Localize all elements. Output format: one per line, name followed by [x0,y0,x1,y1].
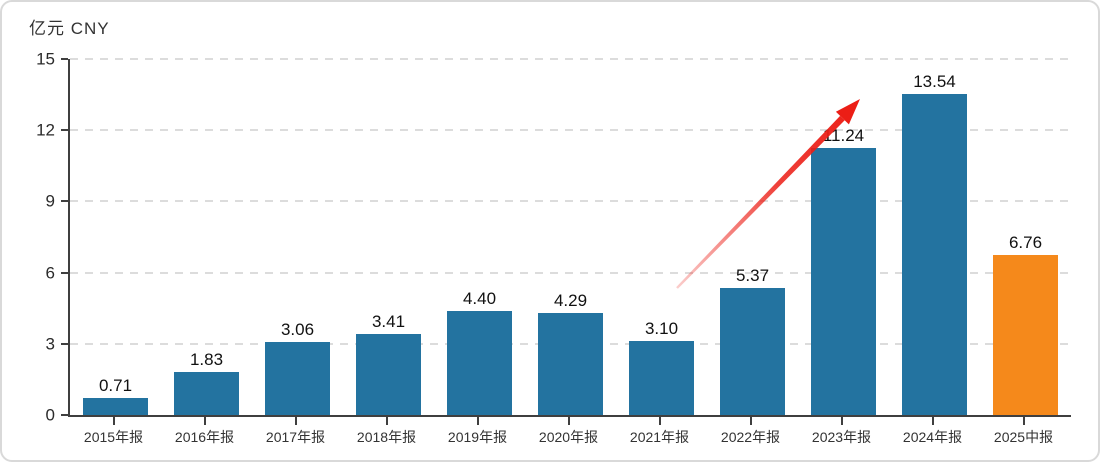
plot-area: 0.71 1.83 3.06 3.41 4.40 4.29 3.10 5.37 11.24 13.… [68,58,1071,417]
y-tick-mark [61,342,68,345]
x-category-label: 2015年报 [83,429,144,445]
bars-container: 0.71 1.83 3.06 3.41 4.40 4.29 3.10 5.37 11.24 13.… [70,59,1071,415]
x-slot: 2019年报 [432,417,523,460]
x-slot: 2017年报 [250,417,341,460]
x-slot: 2022年报 [705,417,796,460]
bar-slot: 4.40 [434,59,525,415]
bar-2022年报[interactable]: 5.37 [719,267,786,415]
x-category-label: 2020年报 [538,429,599,445]
x-slot: 2018年报 [341,417,432,460]
bar-slot: 11.24 [798,59,889,415]
y-tick-label: 15 [36,49,55,69]
bar-value-label: 6.76 [1008,232,1043,252]
y-tick-label: 3 [45,334,55,354]
y-axis: 0 3 6 9 12 15 [2,51,68,424]
x-tick-mark [294,417,297,425]
x-slot: 2025中报 [978,417,1069,460]
bar-slot: 3.41 [343,59,434,415]
x-tick-mark [840,417,843,425]
x-category-label: 2019年报 [447,429,508,445]
x-category-label: 2021年报 [629,429,690,445]
x-slot: 2020年报 [523,417,614,460]
gridline [70,271,1071,274]
y-tick-mark [61,271,68,274]
axis-unit-label: 亿元 CNY [29,19,110,38]
bar-2020年报[interactable]: 4.29 [537,292,604,415]
bar-value-label: 11.24 [822,126,865,146]
bar-2023年报[interactable]: 11.24 [810,127,877,415]
bar-value-label: 3.41 [371,312,406,332]
x-tick-mark [476,417,479,425]
gridline [70,200,1071,203]
y-tick-mark [61,129,68,132]
x-axis: 2015年报 2016年报 2017年报 2018年报 2019年报 2020年报 2021… [68,417,1069,460]
y-tick-mark [61,200,68,203]
bar-slot: 6.76 [980,59,1071,415]
bar-2015年报[interactable]: 0.71 [82,377,149,415]
bar-slot: 4.29 [525,59,616,415]
bar-2018年报[interactable]: 3.41 [355,313,422,415]
bar-value-label: 13.54 [913,71,956,91]
gridline [70,58,1071,60]
bar-2017年报[interactable]: 3.06 [264,321,331,415]
bar-value-label: 1.83 [189,349,224,369]
x-tick-mark [931,417,934,425]
bar-slot: 3.06 [252,59,343,415]
bar-slot: 1.83 [161,59,252,415]
y-tick-label: 9 [45,191,55,211]
bar-2025中报[interactable]: 6.76 [992,234,1059,415]
y-tick-mark [61,58,68,60]
bar-value-label: 0.71 [98,376,133,396]
bar-2024年报[interactable]: 13.54 [901,73,968,415]
bar-slot: 0.71 [70,59,161,415]
y-tick-label: 6 [45,263,55,283]
x-tick-mark [749,417,752,425]
bar-value-label: 3.06 [280,320,315,340]
bar-2016年报[interactable]: 1.83 [173,351,240,415]
x-tick-mark [203,417,206,425]
x-tick-mark [658,417,661,425]
x-category-label: 2017年报 [265,429,326,445]
x-tick-mark [1022,417,1025,425]
x-tick-mark [567,417,570,425]
y-tick-label: 12 [36,120,55,140]
bar-value-label: 5.37 [735,265,770,285]
y-tick-label: 0 [45,405,55,425]
bar-2019年报[interactable]: 4.40 [446,290,513,415]
y-tick-mark [61,414,68,416]
x-slot: 2024年报 [887,417,978,460]
bar-value-label: 3.10 [644,319,679,339]
bar-2021年报[interactable]: 3.10 [628,320,695,415]
x-category-label: 2023年报 [811,429,872,445]
bar-slot: 5.37 [707,59,798,415]
x-category-label: 2016年报 [174,429,235,445]
x-category-label: 2024年报 [902,429,963,445]
x-category-label: 2025中报 [993,429,1054,445]
x-category-label: 2018年报 [356,429,417,445]
x-tick-mark [385,417,388,425]
x-slot: 2023年报 [796,417,887,460]
bar-value-label: 4.40 [462,288,497,308]
x-slot: 2016年报 [159,417,250,460]
bar-value-label: 4.29 [553,291,588,311]
x-slot: 2021年报 [614,417,705,460]
x-tick-mark [112,417,115,425]
x-category-label: 2022年报 [720,429,781,445]
gridline [70,129,1071,132]
x-slot: 2015年报 [68,417,159,460]
bar-slot: 3.10 [616,59,707,415]
bar-slot: 13.54 [889,59,980,415]
